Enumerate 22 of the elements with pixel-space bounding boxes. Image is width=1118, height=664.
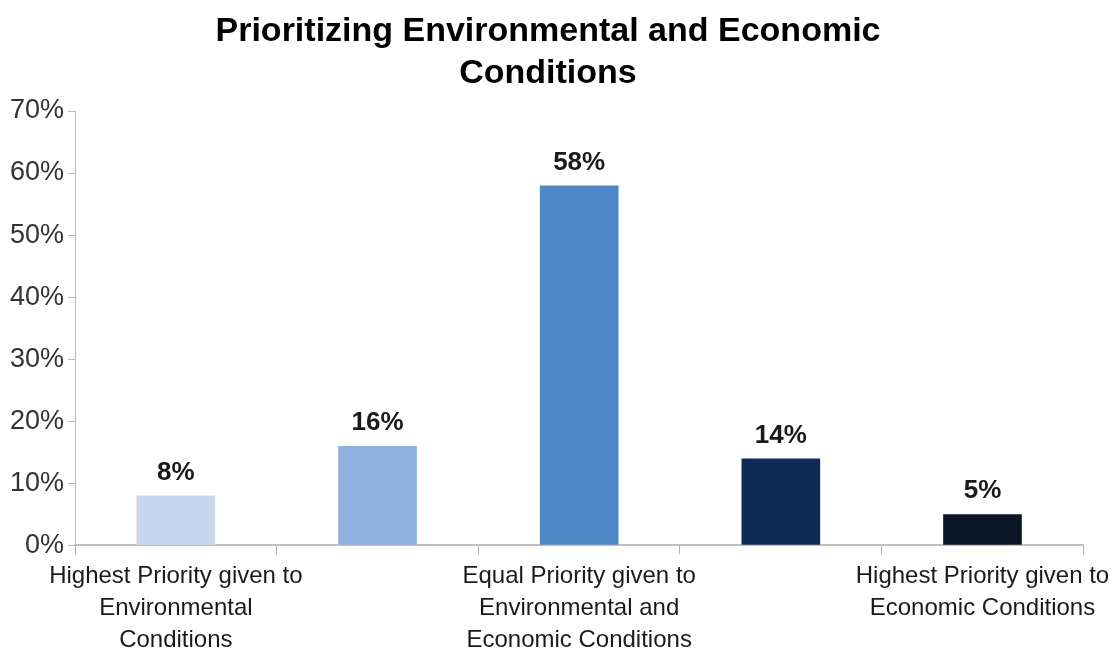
- y-tick-label: 60%: [9, 156, 65, 187]
- bar: [741, 458, 821, 545]
- y-tick-label: 10%: [9, 466, 65, 497]
- y-tick-label: 40%: [9, 280, 65, 311]
- y-tick-label: 0%: [25, 528, 65, 559]
- bar: [338, 445, 417, 545]
- y-tick-label: 30%: [9, 342, 65, 373]
- bar: [943, 514, 1022, 545]
- bar: [136, 495, 216, 545]
- bar: [539, 185, 619, 545]
- y-tick-label: 50%: [9, 218, 65, 249]
- data-label: 14%: [754, 418, 807, 449]
- data-label: 16%: [351, 406, 404, 437]
- chart-title: Prioritizing Environmental and Economic Conditions: [215, 9, 881, 91]
- y-tick-label: 70%: [9, 94, 65, 125]
- data-label: 8%: [157, 455, 195, 486]
- x-tick-label: Highest Priority given to Economic Conditions: [855, 560, 1110, 620]
- x-tick-label: Highest Priority given to Environmental Conditions: [49, 560, 303, 652]
- data-label: 5%: [963, 474, 1002, 505]
- data-label: 58%: [553, 145, 606, 176]
- y-tick-label: 20%: [9, 404, 65, 435]
- x-tick-label: Equal Priority given to Environmental and Economic Conditions: [462, 560, 696, 652]
